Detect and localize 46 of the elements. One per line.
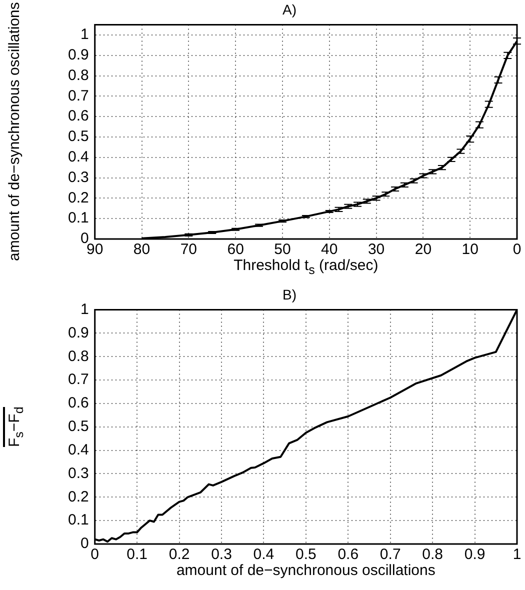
y-tick-label: 0.4: [68, 441, 89, 458]
x-tick-label: 60: [227, 241, 244, 258]
x-tick-label: 0.5: [295, 546, 316, 564]
y-tick-label: 0.8: [68, 348, 89, 365]
y-tick-label: 0.3: [68, 464, 89, 482]
x-tick-label: 40: [321, 241, 338, 258]
y-tick-label: 0.5: [68, 128, 89, 146]
chart-title: A): [282, 1, 296, 18]
y-tick-label: 1: [80, 300, 89, 318]
y-tick-label: 0.2: [68, 189, 89, 206]
y-tick-label: 0.5: [68, 418, 89, 436]
x-tick-label: 30: [368, 241, 385, 258]
y-tick-label: 0.7: [68, 371, 89, 388]
x-tick-label: 0.6: [338, 546, 359, 564]
x-tick-label: 0.1: [126, 546, 148, 564]
x-axis-title: amount of de−synchronous oscillations: [175, 562, 436, 579]
x-tick-label: 90: [86, 241, 104, 258]
x-tick-label: 0: [512, 241, 522, 258]
chart-title: B): [282, 286, 296, 302]
x-tick-label: 0.4: [253, 546, 274, 564]
x-tick-label: 50: [274, 241, 291, 258]
y-tick-label: 0.7: [68, 87, 89, 104]
x-tick-label: 0.2: [168, 546, 190, 564]
y-tick-label: 0.8: [68, 66, 89, 84]
x-tick-label: 0.9: [464, 546, 486, 564]
x-tick-label: 70: [180, 241, 198, 258]
y-axis-title: amount of de−synchronous oscillations: [6, 2, 23, 262]
x-tick-label: 0.7: [380, 546, 401, 564]
y-tick-label: 0.1: [68, 210, 89, 227]
y-tick-label: 0.9: [68, 46, 89, 64]
y-tick-label: 0.2: [68, 488, 89, 506]
y-tick-label: 0.4: [68, 148, 89, 166]
y-tick-label: 0: [80, 535, 89, 552]
x-tick-label: 0.8: [422, 546, 443, 564]
y-tick-label: 0.6: [68, 394, 89, 412]
x-axis-title: Threshold t$_{s}$ (rad/sec): [232, 257, 380, 277]
x-tick-label: 20: [414, 241, 432, 258]
y-tick-label: 0.6: [68, 108, 89, 125]
x-tick-label: 80: [133, 241, 150, 258]
y-tick-label: 0.1: [68, 512, 89, 529]
x-tick-label: 0.3: [211, 546, 232, 564]
x-tick-label: 10: [462, 241, 478, 258]
y-tick-label: 0.9: [68, 324, 89, 342]
y-tick-label: 0.3: [68, 168, 89, 186]
x-tick-label: 1: [512, 546, 522, 564]
y-tick-label: 1: [80, 26, 89, 44]
